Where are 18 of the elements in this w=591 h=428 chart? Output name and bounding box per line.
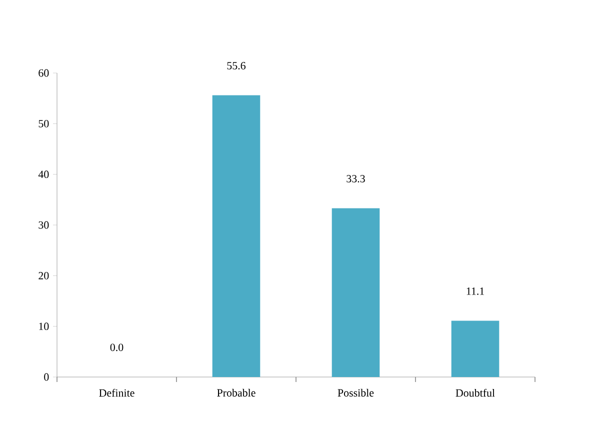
y-tick-label: 30 <box>38 221 49 229</box>
data-label: 11.1 <box>466 288 484 295</box>
y-tick-label: 0 <box>44 373 49 381</box>
x-tick-label: Probable <box>217 388 256 397</box>
data-label: 0.0 <box>110 344 124 352</box>
bar <box>451 320 500 377</box>
bar <box>212 95 260 377</box>
y-tick-label: 60 <box>38 69 49 77</box>
y-tick-label: 20 <box>38 272 49 280</box>
data-label: 33.3 <box>346 175 365 182</box>
x-tick-label: Possible <box>338 388 374 397</box>
bar <box>332 208 380 377</box>
y-tick-label: 40 <box>38 170 49 178</box>
x-tick-label: Definite <box>99 388 134 397</box>
data-label: 55.6 <box>227 62 246 70</box>
y-tick-label: 50 <box>38 120 49 128</box>
x-tick-label: Doubtful <box>456 388 495 397</box>
y-tick-label: 10 <box>39 322 49 330</box>
